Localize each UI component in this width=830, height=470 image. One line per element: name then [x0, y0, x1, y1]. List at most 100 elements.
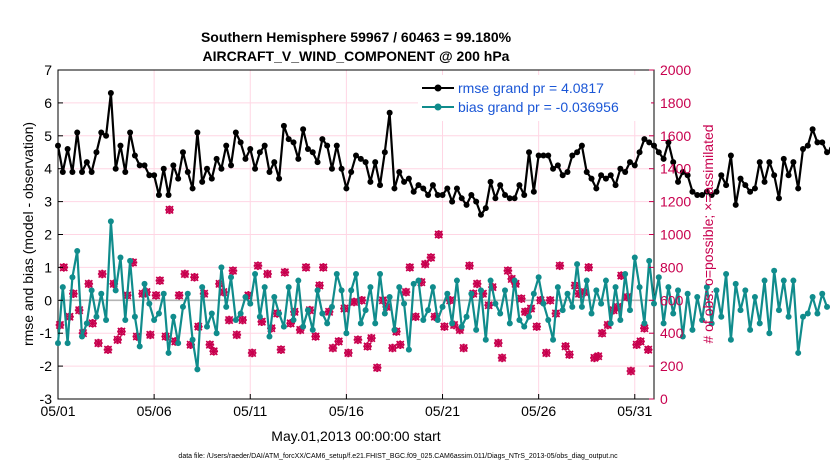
- bias-point: [391, 326, 398, 333]
- rmse-point: [727, 152, 734, 159]
- rmse-point: [598, 172, 605, 179]
- rmse-point: [155, 192, 162, 199]
- obs-assimilated-marker: [74, 305, 84, 315]
- bias-point: [463, 313, 470, 320]
- obs-assimilated-marker: [545, 295, 555, 305]
- rmse-point: [420, 185, 427, 192]
- rmse-point: [771, 172, 778, 179]
- legend-rmse-label: rmse grand pr = 4.0817: [458, 80, 604, 96]
- bias-point: [381, 310, 388, 317]
- rmse-point: [333, 142, 340, 149]
- rmse-point: [93, 149, 100, 156]
- bias-point: [554, 284, 561, 291]
- rmse-point: [112, 165, 119, 172]
- rmse-point: [136, 162, 143, 169]
- rmse-point: [453, 185, 460, 192]
- legend-bias-label: bias grand pr = -0.036956: [458, 99, 619, 115]
- obs-assimilated-marker: [224, 315, 234, 325]
- obs-assimilated-marker: [161, 332, 170, 341]
- bias-point: [179, 303, 186, 310]
- rmse-point: [204, 165, 210, 172]
- obs-assimilated-marker: [253, 261, 263, 271]
- rmse-point: [232, 129, 239, 136]
- bias-point: [502, 287, 508, 294]
- rmse-point: [290, 139, 297, 146]
- bias-point: [88, 287, 95, 294]
- bias-point: [497, 310, 504, 317]
- obs-assimilated-marker: [103, 345, 113, 354]
- chart-title: Southern Hemisphere 59967 / 60463 = 99.1…: [201, 29, 512, 45]
- bias-point: [458, 323, 465, 330]
- bias-point: [295, 277, 302, 284]
- rmse-point: [785, 172, 792, 179]
- rmse-point: [88, 168, 95, 175]
- y-tick-label: 0: [44, 292, 52, 308]
- bias-point: [771, 267, 778, 274]
- bias-point: [468, 290, 475, 297]
- rmse-point: [98, 129, 105, 136]
- rmse-point: [588, 175, 595, 182]
- bias-point: [660, 320, 667, 327]
- obs-assimilated-marker: [593, 351, 603, 361]
- bias-point: [809, 294, 816, 301]
- bias-point: [271, 294, 278, 301]
- rmse-point: [550, 165, 557, 172]
- bias-point: [319, 310, 326, 317]
- bias-point: [74, 247, 81, 254]
- bias-point: [747, 326, 754, 333]
- rmse-point: [256, 149, 263, 156]
- legend: rmse grand pr = 4.0817 bias grand pr = -…: [418, 75, 651, 121]
- obs-assimilated-marker: [565, 350, 574, 359]
- rmse-point: [271, 159, 278, 166]
- bias-point: [98, 290, 105, 297]
- rmse-point: [482, 205, 489, 212]
- rmse-point: [593, 185, 600, 192]
- obs-assimilated-marker: [643, 345, 653, 354]
- legend-rmse-marker: [434, 84, 442, 92]
- bias-point: [511, 277, 518, 284]
- rmse-point: [362, 159, 369, 166]
- bias-point: [723, 270, 730, 277]
- bias-point: [756, 320, 763, 327]
- obs-assimilated-marker: [247, 348, 257, 358]
- bias-point: [290, 317, 297, 324]
- obs-assimilated-marker: [561, 342, 570, 351]
- ticks: -3 -2 -1 0 1 2 3 4 5 6 7 05/01 05/06 05/11 05/16 05/21 0…: [40, 62, 692, 419]
- bias-point: [602, 277, 609, 284]
- rmse-point: [199, 178, 206, 185]
- obs-assimilated-marker: [318, 263, 328, 272]
- rmse-point: [554, 162, 561, 169]
- bias-point: [357, 320, 364, 327]
- obs-assimilated-marker: [145, 330, 155, 340]
- y-tick-label: -2: [40, 358, 53, 374]
- obs-assimilated-marker: [405, 263, 415, 272]
- bias-point: [55, 340, 61, 347]
- obs-assimilated-marker: [180, 269, 190, 279]
- bias-point: [300, 323, 307, 330]
- rmse-point: [338, 165, 345, 172]
- y2-tick-label: 1600: [660, 128, 691, 144]
- y-axis-label: rmse and bias (model - observation): [20, 122, 36, 346]
- y-tick-label: 1: [44, 259, 52, 275]
- rmse-point: [622, 168, 629, 175]
- obs-assimilated-marker: [263, 269, 272, 279]
- rmse-point: [410, 188, 417, 195]
- bias-point: [367, 284, 374, 291]
- rmse-point: [242, 155, 249, 162]
- bias-point: [377, 270, 384, 277]
- rmse-point: [703, 188, 710, 195]
- rmse-point: [737, 175, 744, 182]
- rmse-point: [602, 175, 609, 182]
- bias-point: [146, 300, 153, 307]
- obs-assimilated-marker: [388, 343, 397, 353]
- bias-point: [362, 307, 369, 314]
- bias-point: [574, 261, 581, 268]
- rmse-point: [381, 149, 388, 156]
- obs-assimilated-marker: [372, 363, 382, 373]
- bias-point: [218, 264, 225, 271]
- obs-assimilated-marker: [334, 337, 344, 346]
- rmse-point: [679, 168, 686, 175]
- bias-point: [526, 313, 533, 320]
- bias-point: [425, 307, 432, 314]
- rmse-point: [444, 185, 451, 192]
